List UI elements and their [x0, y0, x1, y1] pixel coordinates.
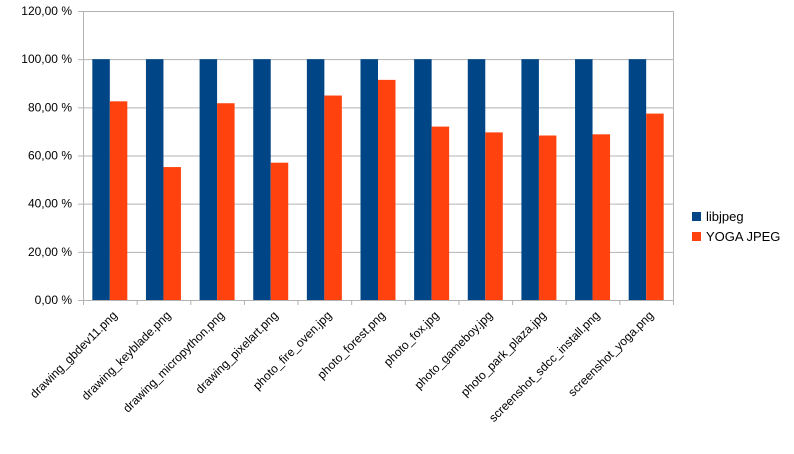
bar-yoga-jpeg: [646, 113, 664, 300]
bar-libjpeg: [92, 59, 110, 300]
legend-label-yoga-jpeg: YOGA JPEG: [706, 229, 780, 244]
bar-yoga-jpeg: [592, 134, 611, 300]
legend-swatch-libjpeg: [692, 212, 701, 221]
y-tick-label: 100,00 %: [21, 52, 72, 66]
y-tick-label: 60,00 %: [28, 149, 72, 163]
y-tick-label: 40,00 %: [28, 197, 72, 211]
bar-yoga-jpeg: [538, 135, 557, 300]
bar-yoga-jpeg: [270, 162, 289, 300]
legend: libjpeg YOGA JPEG: [692, 209, 780, 244]
bar-yoga-jpeg: [324, 95, 342, 300]
x-tick-label: drawing_gbdev11.png: [27, 308, 120, 401]
bar-libjpeg: [628, 59, 647, 300]
bar-yoga-jpeg: [217, 103, 235, 300]
axes: [83, 11, 674, 301]
bar-yoga-jpeg: [431, 126, 450, 300]
x-tick-label: drawing_micropython.png: [120, 308, 227, 415]
bar-libjpeg: [414, 59, 432, 300]
y-tick-label: 0,00 %: [35, 293, 73, 307]
bar-libjpeg: [145, 59, 164, 300]
bar-libjpeg: [199, 59, 218, 300]
x-tick-labels: drawing_gbdev11.pngdrawing_keyblade.pngd…: [27, 300, 674, 425]
bar-libjpeg: [575, 59, 593, 300]
plot-frame: [83, 11, 674, 301]
bars: [92, 59, 664, 301]
y-tick-labels: 0,00 % 20,00 % 40,00 % 60,00 % 80,00 % 100,00…: [21, 4, 83, 307]
bar-yoga-jpeg: [109, 101, 128, 300]
bar-libjpeg: [253, 59, 271, 300]
bar-yoga-jpeg: [163, 167, 181, 300]
y-tick-label: 80,00 %: [28, 100, 72, 114]
bar-libjpeg: [521, 59, 539, 300]
bar-libjpeg: [306, 59, 325, 300]
x-tick-label: drawing_keyblade.png: [79, 308, 174, 403]
bar-libjpeg: [467, 59, 486, 300]
legend-swatch-yoga-jpeg: [692, 232, 701, 241]
bar-libjpeg: [360, 59, 378, 300]
y-tick-label: 20,00 %: [28, 245, 72, 259]
bar-yoga-jpeg: [485, 132, 503, 300]
legend-label-libjpeg: libjpeg: [706, 209, 744, 224]
y-tick-label: 120,00 %: [21, 4, 72, 18]
x-tick-label: screenshot_sdcc_install.png: [486, 308, 603, 425]
bar-yoga-jpeg: [378, 79, 396, 301]
